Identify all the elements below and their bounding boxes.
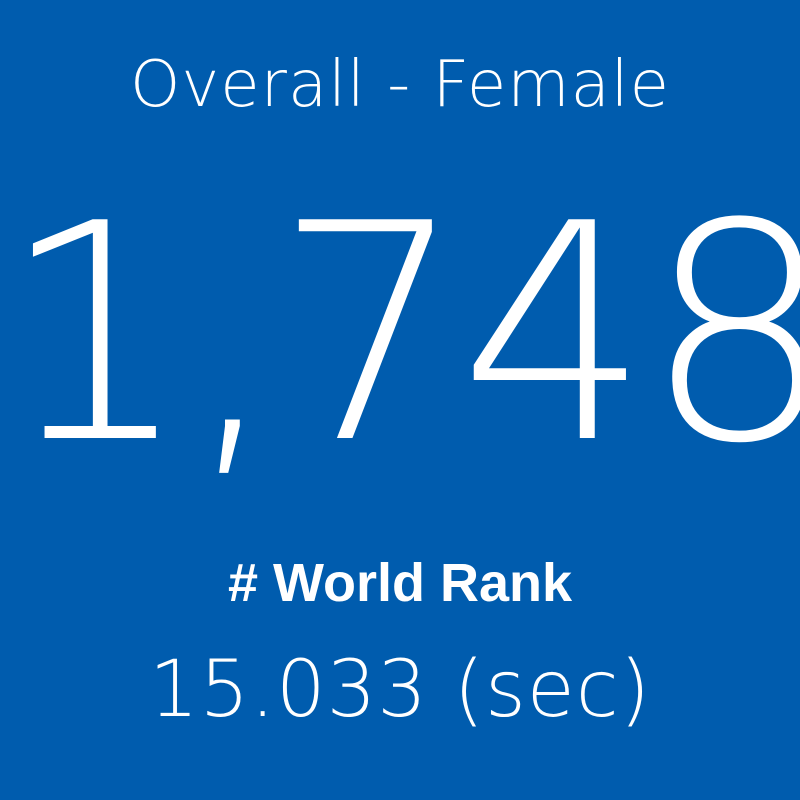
time-value: 15.033 (sec) xyxy=(148,645,652,735)
rank-value: 1,748 xyxy=(0,160,800,509)
category-title: Overall - Female xyxy=(130,48,670,122)
rank-label: # World Rank xyxy=(227,553,573,613)
